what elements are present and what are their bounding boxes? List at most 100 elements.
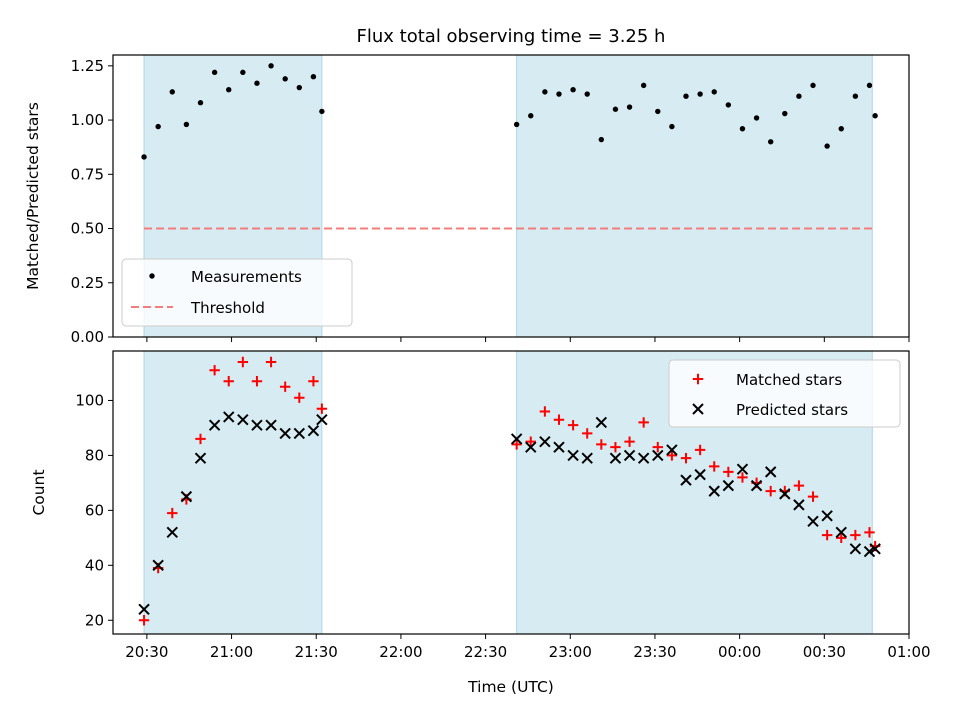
predicted-star-point [194, 452, 207, 464]
measurement-point [240, 69, 246, 76]
x-tick-label: 00:00 [718, 643, 761, 661]
x-tick-label: 20:30 [125, 643, 168, 661]
measurement-point [796, 93, 802, 99]
matched-star-point [539, 406, 551, 417]
predicted-star-point [609, 452, 622, 464]
measurement-point [319, 108, 325, 115]
measurement-point [767, 139, 774, 145]
axes-frame-1 [112, 350, 910, 635]
legend-bottom-box [668, 359, 901, 428]
legend-predicted-marker [692, 403, 704, 415]
measurement-point [211, 69, 218, 76]
measurement-point [753, 115, 760, 121]
matched-star-point [138, 615, 150, 626]
predicted-star-point [652, 449, 664, 462]
matched-star-point [737, 472, 748, 483]
matched-star-point [666, 450, 678, 461]
predicted-star-point [680, 474, 692, 486]
measurement-point [739, 126, 746, 132]
measurement-point [782, 110, 788, 117]
predicted-star-point [708, 485, 720, 497]
measurement-point [810, 82, 816, 89]
x-tick-label: 23:00 [549, 643, 592, 661]
y-tick-label: 0.00 [71, 328, 104, 346]
predicted-star-point [265, 419, 277, 431]
matched-star-point [553, 414, 565, 425]
predicted-star-point [694, 468, 706, 481]
matched-star-point [723, 466, 734, 478]
matched-star-point [223, 376, 234, 387]
predicted-star-point [567, 449, 579, 462]
predicted-star-point [208, 419, 221, 431]
matched-star-point [294, 392, 305, 403]
measurement-point [683, 93, 689, 99]
matched-star-point [694, 444, 706, 456]
matched-star-point [652, 441, 663, 453]
matched-star-point [279, 381, 291, 392]
x-tick-label: 22:00 [379, 643, 422, 661]
y-tick-label: 80 [85, 446, 104, 464]
measurement-point [612, 106, 619, 112]
predicted-star-point [510, 433, 523, 445]
chart-title: Flux total observing time = 3.25 h [357, 26, 666, 47]
predicted-star-point [793, 499, 805, 511]
matched-star-point [864, 527, 875, 538]
predicted-star-point [307, 424, 320, 437]
matched-star-point [251, 376, 263, 387]
matched-star-point [709, 461, 720, 472]
measurement-point [711, 89, 717, 95]
predicted-star-point [869, 543, 881, 555]
matched-star-point [765, 485, 776, 497]
predicted-star-point [223, 411, 235, 423]
matched-star-point [624, 436, 635, 447]
measurement-point [254, 80, 260, 86]
measurement-point [570, 87, 576, 93]
series-predicted-stars [138, 411, 881, 615]
measurement-point [197, 100, 204, 106]
measurement-point [556, 91, 562, 97]
predicted-star-point [581, 452, 593, 464]
predicted-star-point [779, 488, 791, 500]
y-tick-label: 60 [85, 501, 104, 519]
legend-measurements-label: Measurements [191, 268, 302, 286]
matched-star-point [610, 441, 621, 453]
legend-matched-label: Matched stars [736, 371, 842, 389]
predicted-star-point [722, 479, 735, 492]
measurement-point [542, 89, 548, 95]
x-tick-label: 23:30 [633, 643, 676, 661]
measurement-point [626, 104, 633, 110]
predicted-star-point [166, 526, 178, 539]
predicted-star-point [807, 515, 819, 528]
predicted-star-point [623, 449, 636, 462]
matched-star-point [195, 433, 206, 445]
predicted-star-point [316, 413, 328, 426]
axes-frame-0 [112, 54, 910, 338]
predicted-star-point [251, 419, 263, 431]
predicted-star-point [863, 545, 876, 558]
measurement-point [669, 123, 675, 130]
predicted-star-point [152, 559, 164, 572]
y-axis-label: Matched/Predicted stars [24, 102, 42, 290]
y-tick-label: 0.25 [71, 274, 104, 292]
predicted-star-point [849, 543, 862, 555]
y-axis-label: Count [30, 469, 48, 515]
predicted-star-point [553, 441, 565, 453]
measurement-point [155, 123, 161, 130]
measurement-point [169, 89, 175, 95]
predicted-star-point [539, 435, 551, 448]
legend-predicted-label: Predicted stars [736, 401, 848, 419]
measurement-point [296, 84, 302, 91]
legend-top-box [121, 258, 353, 327]
observing-window-1 [516, 54, 873, 338]
x-tick-label: 21:00 [210, 643, 253, 661]
legend-matched-marker [692, 373, 704, 385]
measurement-point [282, 76, 288, 82]
matched-star-point [525, 436, 536, 447]
matched-star-point [582, 428, 593, 439]
observing-window-0 [143, 350, 323, 635]
predicted-star-point [180, 490, 193, 503]
measurement-point [226, 87, 232, 93]
y-tick-label: 40 [85, 556, 104, 574]
x-tick-label: 21:30 [295, 643, 338, 661]
legend-bottom [668, 359, 901, 428]
